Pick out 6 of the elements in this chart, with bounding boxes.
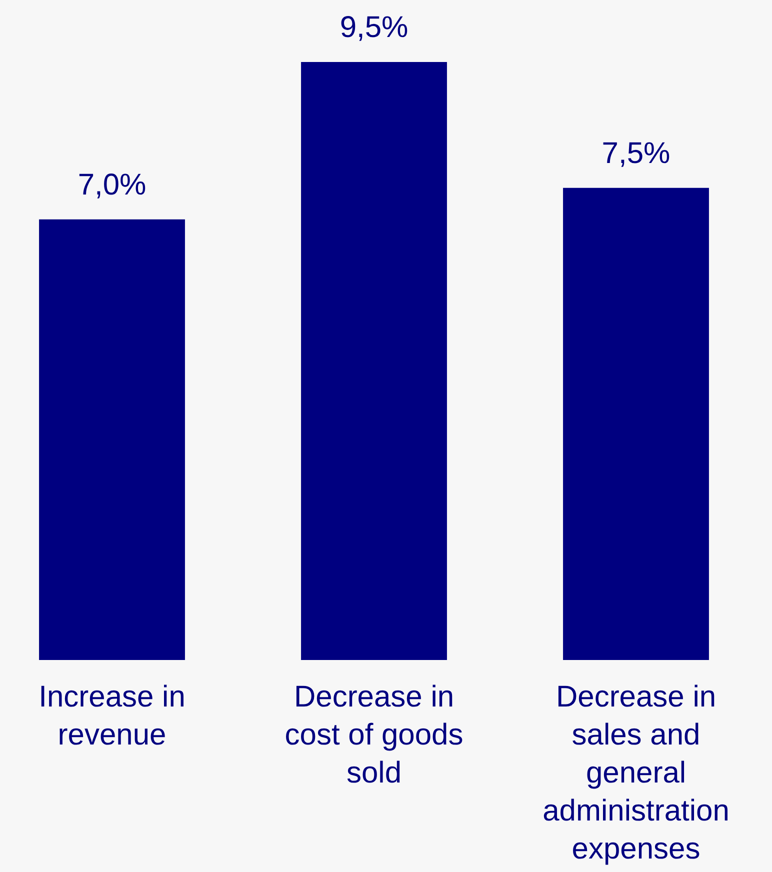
- x-tick-label: Decrease in sales and general administration expenses: [542, 680, 730, 866]
- x-tick-label: Increase in revenue: [38, 680, 186, 752]
- x-tick-label: Decrease in cost of goods sold: [284, 680, 464, 790]
- data-label: 7,5%: [602, 136, 670, 170]
- data-label: 9,5%: [340, 11, 408, 44]
- data-label: 7,0%: [78, 168, 146, 202]
